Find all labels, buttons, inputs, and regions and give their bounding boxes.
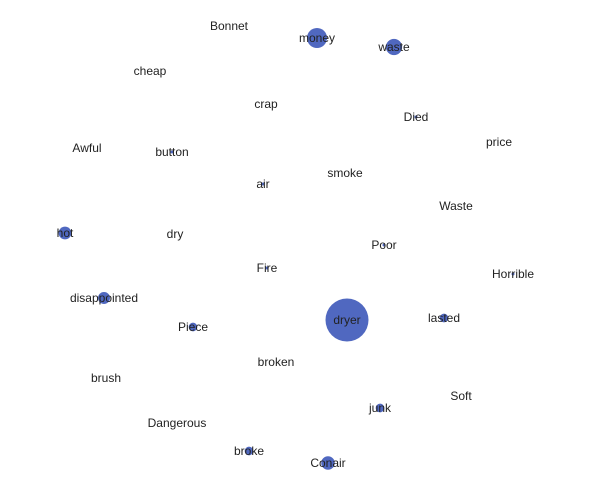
label-cheap: cheap (134, 64, 167, 78)
label-dryer: dryer (333, 313, 360, 327)
label-bonnet: Bonnet (210, 19, 249, 33)
label-lasted: lasted (428, 311, 460, 325)
bubble-waste[interactable] (385, 38, 403, 56)
label-money: money (299, 31, 335, 45)
label-hot: hot (57, 226, 74, 240)
bubble-broke[interactable] (244, 446, 254, 456)
label-junk: junk (368, 401, 392, 415)
label-poor: Poor (371, 238, 396, 252)
label-soft: Soft (450, 389, 472, 403)
bubble-disappointed[interactable] (98, 292, 110, 304)
label-dangerous: Dangerous (148, 416, 207, 430)
label-broken: broken (258, 355, 295, 369)
label-conair: Conair (310, 456, 345, 470)
label-smoke: smoke (327, 166, 363, 180)
label-price: price (486, 135, 512, 149)
label-disappointed: disappointed (70, 291, 138, 305)
bubble-horrible[interactable] (511, 272, 515, 276)
bubble-conair[interactable] (321, 456, 335, 470)
bubble-hot[interactable] (58, 226, 72, 240)
label-horrible: Horrible (492, 267, 534, 281)
label-piece: Piece (178, 320, 208, 334)
bubble-piece[interactable] (188, 322, 198, 332)
bubble-button[interactable] (170, 150, 174, 154)
label-waste: Waste (439, 199, 473, 213)
label-brush: brush (91, 371, 121, 385)
label-awful: Awful (72, 141, 101, 155)
bubble-air[interactable] (261, 182, 265, 186)
bubble-fire[interactable] (265, 266, 269, 270)
label-died: Died (404, 110, 429, 124)
label-broke: broke (234, 444, 264, 458)
bubble-poor[interactable] (382, 243, 386, 247)
label-crap: crap (254, 97, 278, 111)
bubble-died[interactable] (414, 115, 418, 119)
bubble-junk[interactable] (375, 403, 385, 413)
bubble-money[interactable] (307, 28, 327, 48)
label-button: button (155, 145, 188, 159)
label-dry: dry (167, 227, 184, 241)
bubble-dryer[interactable] (325, 298, 369, 342)
label-waste: waste (377, 40, 410, 54)
label-air: air (256, 177, 269, 191)
label-fire: Fire (257, 261, 278, 275)
bubble-lasted[interactable] (439, 313, 449, 323)
